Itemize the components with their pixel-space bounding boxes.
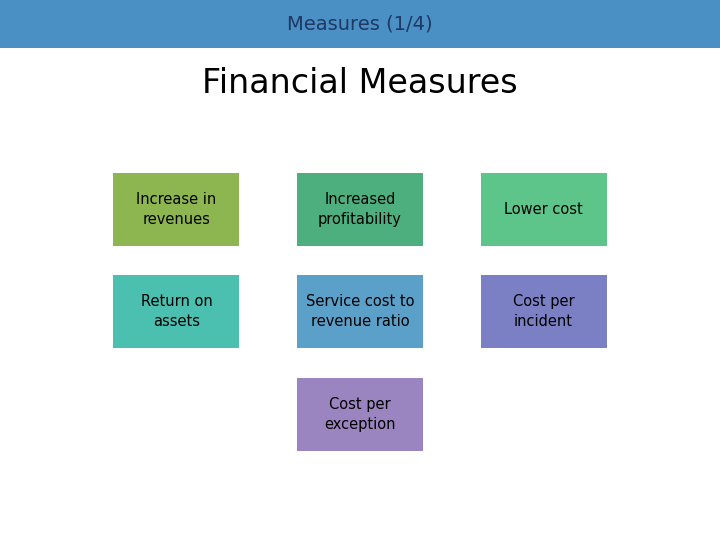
FancyBboxPatch shape (114, 275, 239, 348)
Text: Measures (1/4): Measures (1/4) (287, 14, 433, 33)
Text: Increased
profitability: Increased profitability (318, 192, 402, 227)
FancyBboxPatch shape (297, 275, 423, 348)
Text: Cost per
exception: Cost per exception (324, 397, 396, 432)
Text: Service cost to
revenue ratio: Service cost to revenue ratio (306, 294, 414, 329)
Text: Return on
assets: Return on assets (140, 294, 212, 329)
FancyBboxPatch shape (297, 378, 423, 451)
FancyBboxPatch shape (297, 173, 423, 246)
FancyBboxPatch shape (114, 173, 239, 246)
Text: Cost per
incident: Cost per incident (513, 294, 575, 329)
FancyBboxPatch shape (481, 275, 606, 348)
Text: Lower cost: Lower cost (504, 202, 583, 217)
FancyBboxPatch shape (481, 173, 606, 246)
Text: Financial Measures: Financial Measures (202, 67, 518, 100)
Text: Increase in
revenues: Increase in revenues (136, 192, 217, 227)
Bar (0, 0, 720, 48)
